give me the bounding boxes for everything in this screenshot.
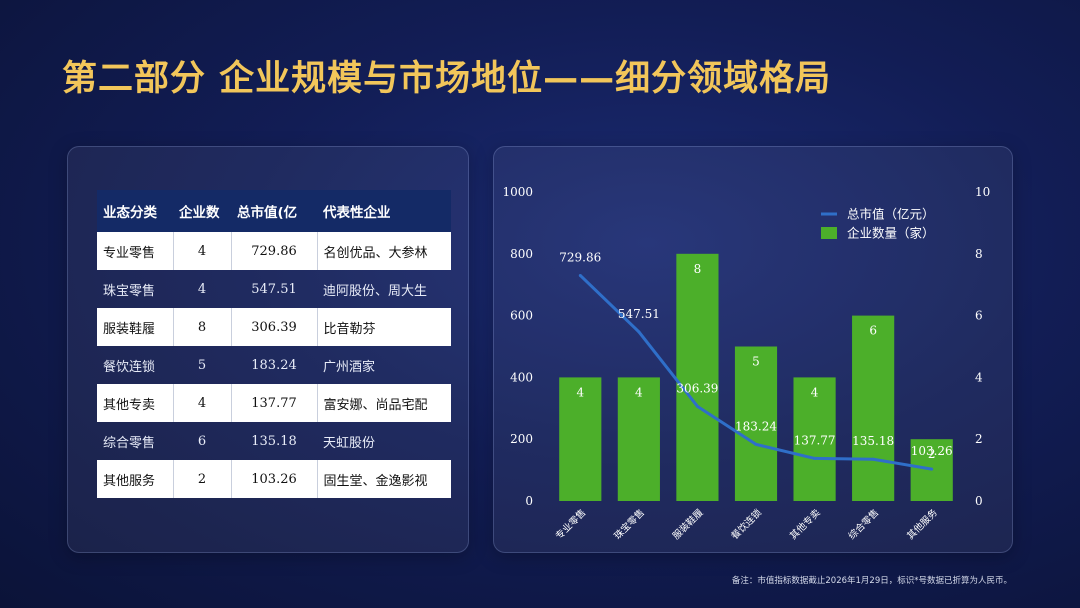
cell-sector: 综合零售 [103,435,156,451]
bar [676,253,719,501]
cell-representative: 广州酒家 [323,359,376,375]
cell-market-cap: 306.39 [231,308,318,346]
combo-chart: 0 200 400 600 800 1000 0 2 4 6 8 10 4 4 8 5 4 6 2 729.86 547… [502,185,990,542]
table-row: 其他专卖 4 137.77 富安娜、尚品宅配 [97,384,451,422]
line-data-label: 729.86 [559,250,601,264]
cell-representative: 名创优品、大参林 [317,232,451,270]
line-point [578,273,582,277]
cell-market-cap: 137.77 [231,384,318,422]
cell-count: 4 [197,281,207,297]
table-header-row: 业态分类 企业数 总市值(亿 代表性企业 [97,190,451,232]
y-left-tick-label: 400 [510,370,533,384]
table-row: 服装鞋履 8 306.39 比音勒芬 [97,308,451,346]
x-tick-label: 其他服务 [904,506,940,542]
cell-sector: 服装鞋履 [97,308,174,346]
cell-count: 6 [197,433,207,449]
y-left-tick-label: 0 [525,494,533,508]
cell-market-cap: 183.24 [251,357,297,373]
cell-sector: 专业零售 [97,232,174,270]
cell-count: 4 [173,384,232,422]
bar-data-label: 6 [869,324,877,338]
line-data-label: 137.77 [794,433,836,447]
table-row: 餐饮连锁 5 183.24 广州酒家 [97,346,451,384]
bar [617,377,660,501]
line-point [871,457,875,461]
cell-representative: 比音勒芬 [317,308,451,346]
header-representative: 代表性企业 [317,190,451,232]
bar-data-label: 2 [928,447,936,461]
y-right-tick-label: 10 [975,185,990,199]
y-right-tick-label: 6 [975,309,983,323]
bar [734,346,778,501]
legend-bar-marker [821,227,837,239]
x-tick-label: 餐饮连锁 [729,506,765,542]
bar-data-label: 8 [694,262,702,276]
header-count: 企业数 [173,190,231,232]
table-row: 综合零售 6 135.18 天虹股份 [97,422,451,460]
bar-data-label: 4 [811,385,819,399]
table-panel: 业态分类 企业数 总市值(亿 代表性企业 专业零售 4 729.86 名创优品、… [67,146,469,553]
table-row: 其他服务 2 103.26 固生堂、金逸影视 [97,460,451,498]
y-right-tick-label: 2 [975,432,983,446]
cell-count: 5 [197,357,207,373]
x-tick-label: 专业零售 [553,507,588,542]
footnote: 备注：市值指标数据截止2026年1月29日，标识*号数据已折算为人民币。 [731,576,1012,586]
x-tick-label: 服装鞋履 [670,506,706,542]
legend-bar-label: 企业数量（家） [847,226,935,241]
bar-data-label: 4 [576,385,584,399]
y-right-tick-label: 4 [975,370,983,384]
bar-data-label: 5 [752,355,760,369]
y-left-tick-label: 600 [510,309,533,323]
cell-sector: 其他专卖 [97,384,174,422]
header-sector: 业态分类 [97,190,173,232]
cell-representative: 迪阿股份、周大生 [323,283,428,299]
y-left-tick-label: 800 [510,247,533,261]
x-tick-label: 珠宝零售 [612,507,647,542]
line-data-label: 103.26 [911,444,953,458]
y-right-tick-label: 0 [975,494,983,508]
x-tick-label: 综合零售 [846,507,881,542]
header-market-cap: 总市值(亿 [231,190,317,232]
bar-data-label: 4 [635,385,643,399]
cell-representative: 富安娜、尚品宅配 [317,384,451,422]
cell-count: 8 [173,308,232,346]
cell-sector: 其他服务 [97,460,174,498]
cell-market-cap: 135.18 [251,433,297,449]
bar [793,377,836,501]
cell-market-cap: 729.86 [231,232,318,270]
line-point [813,456,817,460]
line-data-label: 135.18 [852,434,894,448]
sector-table: 业态分类 企业数 总市值(亿 代表性企业 专业零售 4 729.86 名创优品、… [97,190,451,498]
line-point [637,330,641,334]
legend-line-label: 总市值（亿元） [847,207,935,222]
x-tick-label: 其他专卖 [787,507,822,542]
cell-sector: 餐饮连锁 [103,359,156,375]
bar [559,377,602,501]
y-left-tick-label: 1000 [502,185,533,199]
chart-panel: 0 200 400 600 800 1000 0 2 4 6 8 10 4 4 8 5 4 6 2 729.86 547… [493,146,1013,553]
line-data-label: 183.24 [735,419,777,433]
line-point [930,467,934,471]
page-title: 第二部分 企业规模与市场地位——细分领域格局 [62,59,832,99]
table-row: 珠宝零售 4 547.51 迪阿股份、周大生 [97,270,451,308]
cell-sector: 珠宝零售 [103,283,156,299]
line-data-label: 547.51 [618,307,660,321]
cell-market-cap: 103.26 [231,460,318,498]
cell-representative: 固生堂、金逸影视 [317,460,451,498]
cell-representative: 天虹股份 [323,435,376,451]
line-point [754,442,758,446]
cell-market-cap: 547.51 [251,281,297,297]
line-point [695,404,699,408]
bar [852,315,895,501]
cell-count: 2 [173,460,232,498]
line-data-label: 306.39 [676,381,718,395]
table-row: 专业零售 4 729.86 名创优品、大参林 [97,232,451,270]
y-right-tick-label: 8 [975,247,983,261]
y-left-tick-label: 200 [510,432,533,446]
cell-count: 4 [173,232,232,270]
